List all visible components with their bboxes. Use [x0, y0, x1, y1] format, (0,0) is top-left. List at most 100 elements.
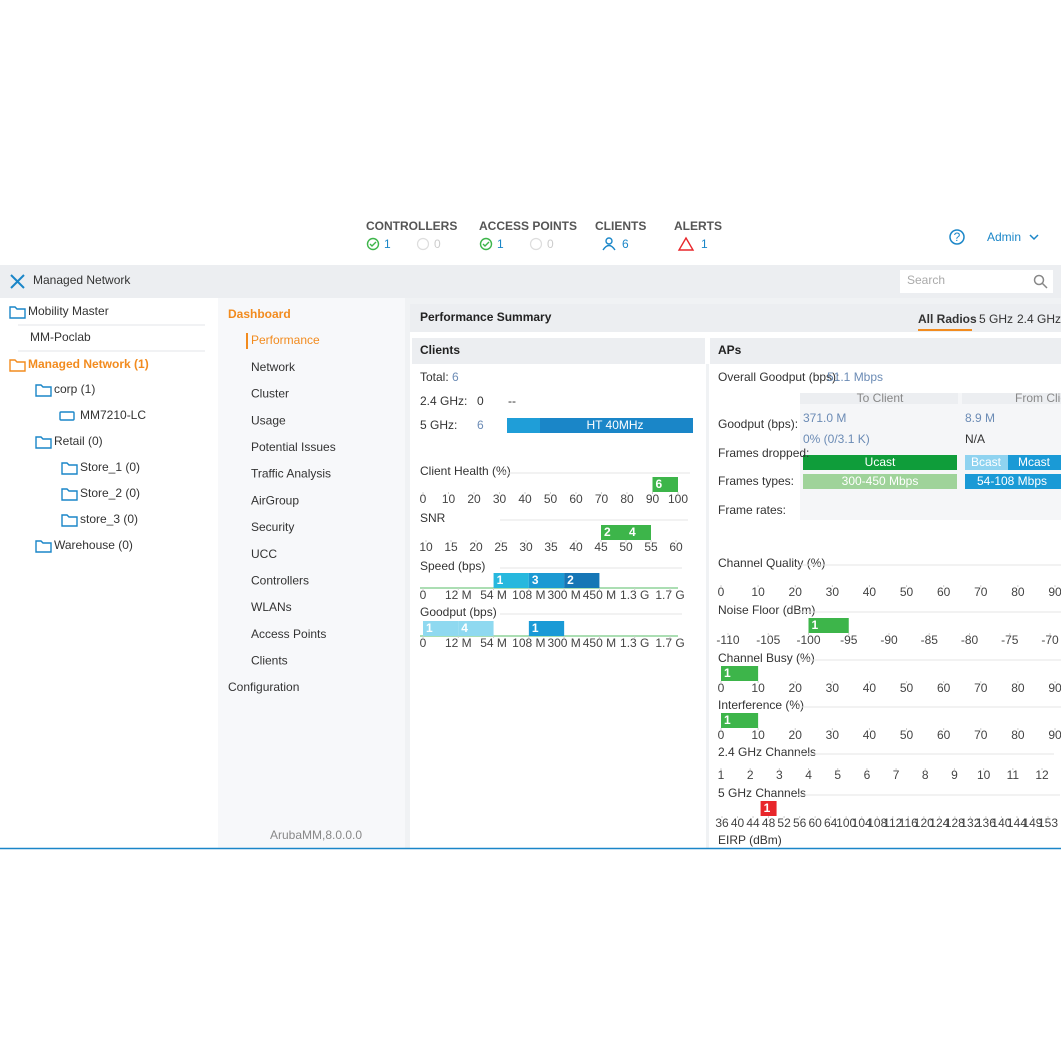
bar-label: 300-450 Mbps [842, 474, 919, 488]
histogram-title: Noise Floor (dBm) [718, 603, 815, 617]
rate-bar [965, 474, 1061, 489]
stat-value[interactable]: 1 [701, 237, 708, 251]
tick-label: 124 [929, 816, 949, 830]
folder-icon [61, 514, 78, 527]
tree-item[interactable]: corp (1) [54, 382, 95, 396]
tab[interactable]: 2.4 GHz [1017, 312, 1061, 326]
tick-label: 0 [718, 585, 725, 599]
help-icon[interactable] [949, 229, 965, 245]
tick-label: 80 [1011, 681, 1025, 695]
tick-label: 7 [893, 768, 900, 782]
tick-label: 40 [518, 492, 532, 506]
label: Overall Goodput (bps): [718, 370, 839, 384]
nav-item[interactable]: Traffic Analysis [251, 467, 331, 481]
nav-item[interactable]: AirGroup [251, 493, 299, 507]
value: 0 [477, 394, 484, 408]
tree-item[interactable]: Store_1 (0) [80, 460, 140, 474]
tree-item[interactable]: Mobility Master [28, 304, 109, 318]
value: 51.1 Mbps [827, 370, 883, 384]
tick-label: -100 [796, 633, 820, 647]
tree-item[interactable]: Warehouse (0) [54, 538, 133, 552]
stat-value[interactable]: 0 [547, 237, 554, 251]
tick-label: 9 [951, 768, 958, 782]
nav-item[interactable]: WLANs [251, 600, 292, 614]
search-placeholder[interactable]: Search [907, 273, 945, 287]
tick-label: 0 [420, 588, 427, 602]
stat-value[interactable]: 1 [384, 237, 391, 251]
tab[interactable]: 5 GHz [979, 312, 1013, 326]
histogram-bar [626, 525, 651, 540]
close-icon[interactable] [10, 274, 25, 289]
value: 6 [452, 370, 459, 384]
tick-label: 0 [718, 681, 725, 695]
row-label: Frame rates: [718, 503, 786, 517]
mode-bar [507, 418, 693, 433]
clients-header [412, 338, 705, 364]
bar-count: 1 [497, 573, 504, 587]
search-box[interactable] [900, 270, 1053, 293]
stat-label: CLIENTS [595, 219, 646, 233]
tick-label: 60 [669, 540, 683, 554]
tree-item[interactable]: Store_2 (0) [80, 486, 140, 500]
tick-label: 70 [595, 492, 609, 506]
tree-item[interactable]: store_3 (0) [80, 512, 138, 526]
stat-value[interactable]: 6 [622, 237, 629, 251]
tick-label: 60 [569, 492, 583, 506]
value: N/A [965, 432, 985, 446]
tick-label: 450 M [583, 588, 616, 602]
bar-count: 1 [426, 621, 433, 635]
tick-label: 70 [974, 728, 988, 742]
tick-label: 10 [977, 768, 991, 782]
tree-item[interactable]: Retail (0) [54, 434, 103, 448]
histogram-bar [601, 525, 626, 540]
user-menu[interactable]: Admin [987, 230, 1021, 244]
nav-item[interactable]: Usage [251, 413, 286, 427]
nav-section[interactable]: Dashboard [228, 307, 291, 321]
bar-count: 1 [764, 801, 771, 815]
histogram-title: EIRP (dBm) [718, 833, 782, 847]
histogram-title: Channel Quality (%) [718, 556, 825, 570]
tick-label: 50 [900, 728, 914, 742]
chevron[interactable] [1029, 234, 1039, 241]
tick-label: 12 M [445, 588, 472, 602]
tree-item[interactable]: MM7210-LC [80, 408, 146, 422]
nav-item[interactable]: Clients [251, 654, 288, 668]
nav-item[interactable]: UCC [251, 547, 277, 561]
tick-label: 6 [864, 768, 871, 782]
stat-value[interactable]: 1 [497, 237, 504, 251]
tick-label: 20 [467, 492, 481, 506]
tick-label: 12 M [445, 636, 472, 650]
nav-section[interactable]: Configuration [228, 680, 299, 694]
tree-item[interactable]: MM-Poclab [30, 330, 91, 344]
tab-underline [918, 329, 972, 331]
nav-item[interactable]: Potential Issues [251, 440, 336, 454]
nav-item[interactable]: Controllers [251, 573, 309, 587]
nav-item[interactable]: Performance [251, 333, 320, 347]
row-label: Goodput (bps): [718, 417, 798, 431]
nav-item[interactable]: Network [251, 360, 296, 374]
tab[interactable]: All Radios [918, 312, 977, 326]
tick-label: 15 [444, 540, 458, 554]
tick-label: 108 M [512, 588, 545, 602]
tick-label: 2 [747, 768, 754, 782]
tick-label: 44 [746, 816, 760, 830]
ucast-bar [803, 455, 957, 470]
histogram-title: Client Health (%) [420, 464, 511, 478]
tick-label: 10 [442, 492, 456, 506]
tree-item[interactable]: Managed Network (1) [28, 357, 149, 371]
tick-label: 300 M [547, 588, 580, 602]
bar-count: 6 [656, 477, 663, 491]
status-icon [529, 237, 543, 251]
search-icon[interactable] [1033, 274, 1045, 286]
bar-label: 54-108 Mbps [977, 474, 1047, 488]
nav-item[interactable]: Cluster [251, 387, 289, 401]
value: 6 [477, 418, 484, 432]
stat-value[interactable]: 0 [434, 237, 441, 251]
value: 371.0 M [803, 411, 846, 425]
tick-label: 100 [836, 816, 856, 830]
tick-label: 10 [751, 728, 765, 742]
tick-label: 35 [544, 540, 558, 554]
histogram-bar [493, 573, 529, 588]
nav-item[interactable]: Security [251, 520, 294, 534]
nav-item[interactable]: Access Points [251, 627, 326, 641]
